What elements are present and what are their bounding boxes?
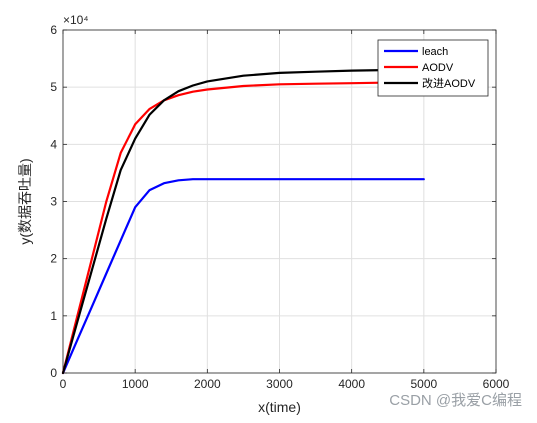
y-tick-label: 2 (50, 252, 57, 266)
x-tick-label: 4000 (338, 377, 365, 391)
y-tick-label: 1 (50, 309, 57, 323)
y-tick-label: 6 (50, 23, 57, 37)
x-axis-title: x(time) (258, 399, 301, 415)
y-exponent-label: ×10⁴ (63, 13, 89, 27)
legend-label: leach (422, 46, 448, 58)
series-lines (61, 68, 425, 375)
legend-label: 改进AODV (422, 76, 476, 90)
x-tick-label: 0 (60, 377, 67, 391)
legend-label: AODV (422, 62, 454, 74)
x-tick-label: 6000 (483, 377, 510, 391)
x-tick-label: 5000 (410, 377, 437, 391)
watermark-text: CSDN @我爱C编程 (389, 392, 522, 409)
series-line-改进AODV (61, 68, 425, 375)
legend: leach AODV 改进AODV (377, 39, 489, 97)
y-axis-title: y(数据吞吐量) (17, 158, 33, 244)
axis-ticks: 0 1000 2000 3000 4000 5000 6000 0 1 2 3 4 5 6 (50, 23, 509, 391)
y-tick-label: 3 (50, 195, 57, 209)
y-tick-label: 5 (50, 80, 57, 94)
x-tick-label: 3000 (266, 377, 293, 391)
series-line-leach (61, 178, 425, 375)
x-tick-label: 2000 (194, 377, 221, 391)
y-tick-label: 4 (50, 137, 57, 151)
x-tick-label: 1000 (122, 377, 149, 391)
y-tick-label: 0 (50, 366, 57, 380)
series-line-AODV (61, 80, 425, 375)
